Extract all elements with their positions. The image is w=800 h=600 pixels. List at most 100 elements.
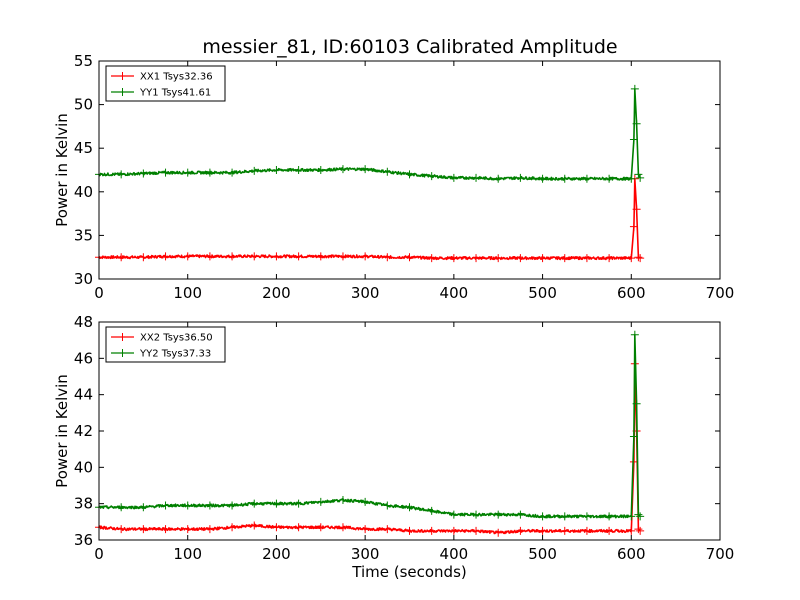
x-tick-label: 600 bbox=[617, 545, 646, 563]
data-point bbox=[228, 501, 237, 510]
data-point bbox=[405, 503, 414, 512]
data-point bbox=[272, 523, 281, 532]
data-point bbox=[629, 135, 638, 144]
legend-label: YY1 Tsys41.61 bbox=[139, 88, 211, 99]
legend-marker bbox=[118, 88, 127, 96]
data-point bbox=[139, 503, 148, 512]
data-point bbox=[272, 166, 281, 174]
data-point bbox=[636, 173, 645, 182]
data-point bbox=[383, 167, 392, 176]
y-tick-label: 35 bbox=[74, 226, 93, 244]
x-tick-label: 300 bbox=[351, 284, 380, 302]
y-tick-label: 45 bbox=[74, 139, 93, 157]
y-tick-label: 48 bbox=[74, 313, 93, 331]
data-point bbox=[605, 174, 614, 183]
data-point bbox=[161, 168, 170, 177]
data-point bbox=[294, 499, 303, 508]
data-point bbox=[582, 526, 591, 535]
data-point bbox=[605, 526, 614, 535]
data-point bbox=[316, 166, 325, 174]
data-point bbox=[630, 84, 639, 93]
data-point bbox=[383, 253, 392, 262]
data-point bbox=[228, 252, 237, 261]
data-point bbox=[632, 399, 641, 408]
y-tick-label: 40 bbox=[74, 458, 93, 476]
data-point bbox=[634, 525, 643, 534]
data-point bbox=[627, 254, 636, 263]
data-point bbox=[117, 170, 126, 179]
x-tick-label: 300 bbox=[351, 545, 380, 563]
data-point bbox=[338, 496, 347, 505]
x-tick-label: 0 bbox=[94, 545, 104, 563]
data-point bbox=[605, 512, 614, 521]
legend-marker bbox=[118, 333, 127, 341]
data-point bbox=[582, 174, 591, 183]
data-point bbox=[338, 252, 347, 261]
data-point bbox=[383, 501, 392, 510]
data-point bbox=[250, 252, 259, 261]
legend-marker bbox=[118, 349, 127, 357]
data-point bbox=[183, 501, 192, 510]
data-point bbox=[538, 254, 547, 263]
y-tick-label: 36 bbox=[74, 531, 93, 549]
data-point bbox=[250, 521, 259, 530]
data-point bbox=[161, 252, 170, 261]
chart-title: messier_81, ID:60103 Calibrated Amplitud… bbox=[202, 36, 617, 58]
data-point bbox=[228, 168, 237, 177]
data-point bbox=[632, 119, 641, 128]
data-point bbox=[636, 512, 645, 521]
data-point bbox=[183, 525, 192, 534]
data-point bbox=[494, 174, 503, 183]
data-point bbox=[538, 512, 547, 521]
y-tick-label: 46 bbox=[74, 349, 93, 367]
data-point bbox=[427, 172, 436, 181]
x-tick-label: 200 bbox=[262, 545, 291, 563]
data-point bbox=[494, 528, 503, 537]
data-point bbox=[161, 525, 170, 534]
data-point bbox=[472, 510, 481, 519]
legend-box bbox=[105, 326, 226, 363]
top-plot: 0 100 200 300 400 500 600 700 30 35 40 45 50 55 Power … bbox=[53, 52, 734, 302]
data-point bbox=[272, 252, 281, 261]
data-point bbox=[636, 254, 645, 263]
x-tick-label: 400 bbox=[440, 545, 469, 563]
data-point bbox=[494, 510, 503, 519]
data-point bbox=[516, 173, 525, 182]
data-point bbox=[472, 254, 481, 263]
data-point bbox=[117, 503, 126, 512]
data-point bbox=[427, 506, 436, 515]
data-point bbox=[383, 525, 392, 534]
x-tick-label: 500 bbox=[528, 284, 557, 302]
x-tick-label: 200 bbox=[262, 284, 291, 302]
y-tick-label: 44 bbox=[74, 386, 93, 404]
data-point bbox=[605, 254, 614, 263]
y-tick-label: 50 bbox=[74, 96, 93, 114]
data-point bbox=[629, 222, 638, 231]
data-point bbox=[560, 526, 569, 535]
data-point bbox=[449, 254, 458, 263]
data-point bbox=[294, 166, 303, 174]
data-point bbox=[582, 254, 591, 263]
data-point bbox=[449, 173, 458, 182]
y-tick-label: 38 bbox=[74, 495, 93, 513]
data-point bbox=[627, 174, 636, 183]
legend-label: XX1 Tsys32.36 bbox=[140, 72, 213, 83]
series-line-2 bbox=[98, 88, 641, 181]
data-point bbox=[250, 166, 259, 175]
data-point bbox=[627, 526, 636, 535]
x-tick-label: 0 bbox=[94, 284, 104, 302]
data-point bbox=[560, 254, 569, 263]
data-point bbox=[316, 497, 325, 506]
data-point bbox=[294, 252, 303, 261]
data-point bbox=[634, 510, 643, 519]
data-point bbox=[405, 526, 414, 535]
data-point bbox=[627, 512, 636, 521]
data-point bbox=[636, 526, 645, 535]
data-point bbox=[338, 523, 347, 532]
data-point bbox=[338, 165, 347, 174]
data-point bbox=[117, 525, 126, 534]
x-tick-label: 700 bbox=[706, 545, 735, 563]
data-point bbox=[494, 254, 503, 263]
x-tick-label: 600 bbox=[617, 284, 646, 302]
